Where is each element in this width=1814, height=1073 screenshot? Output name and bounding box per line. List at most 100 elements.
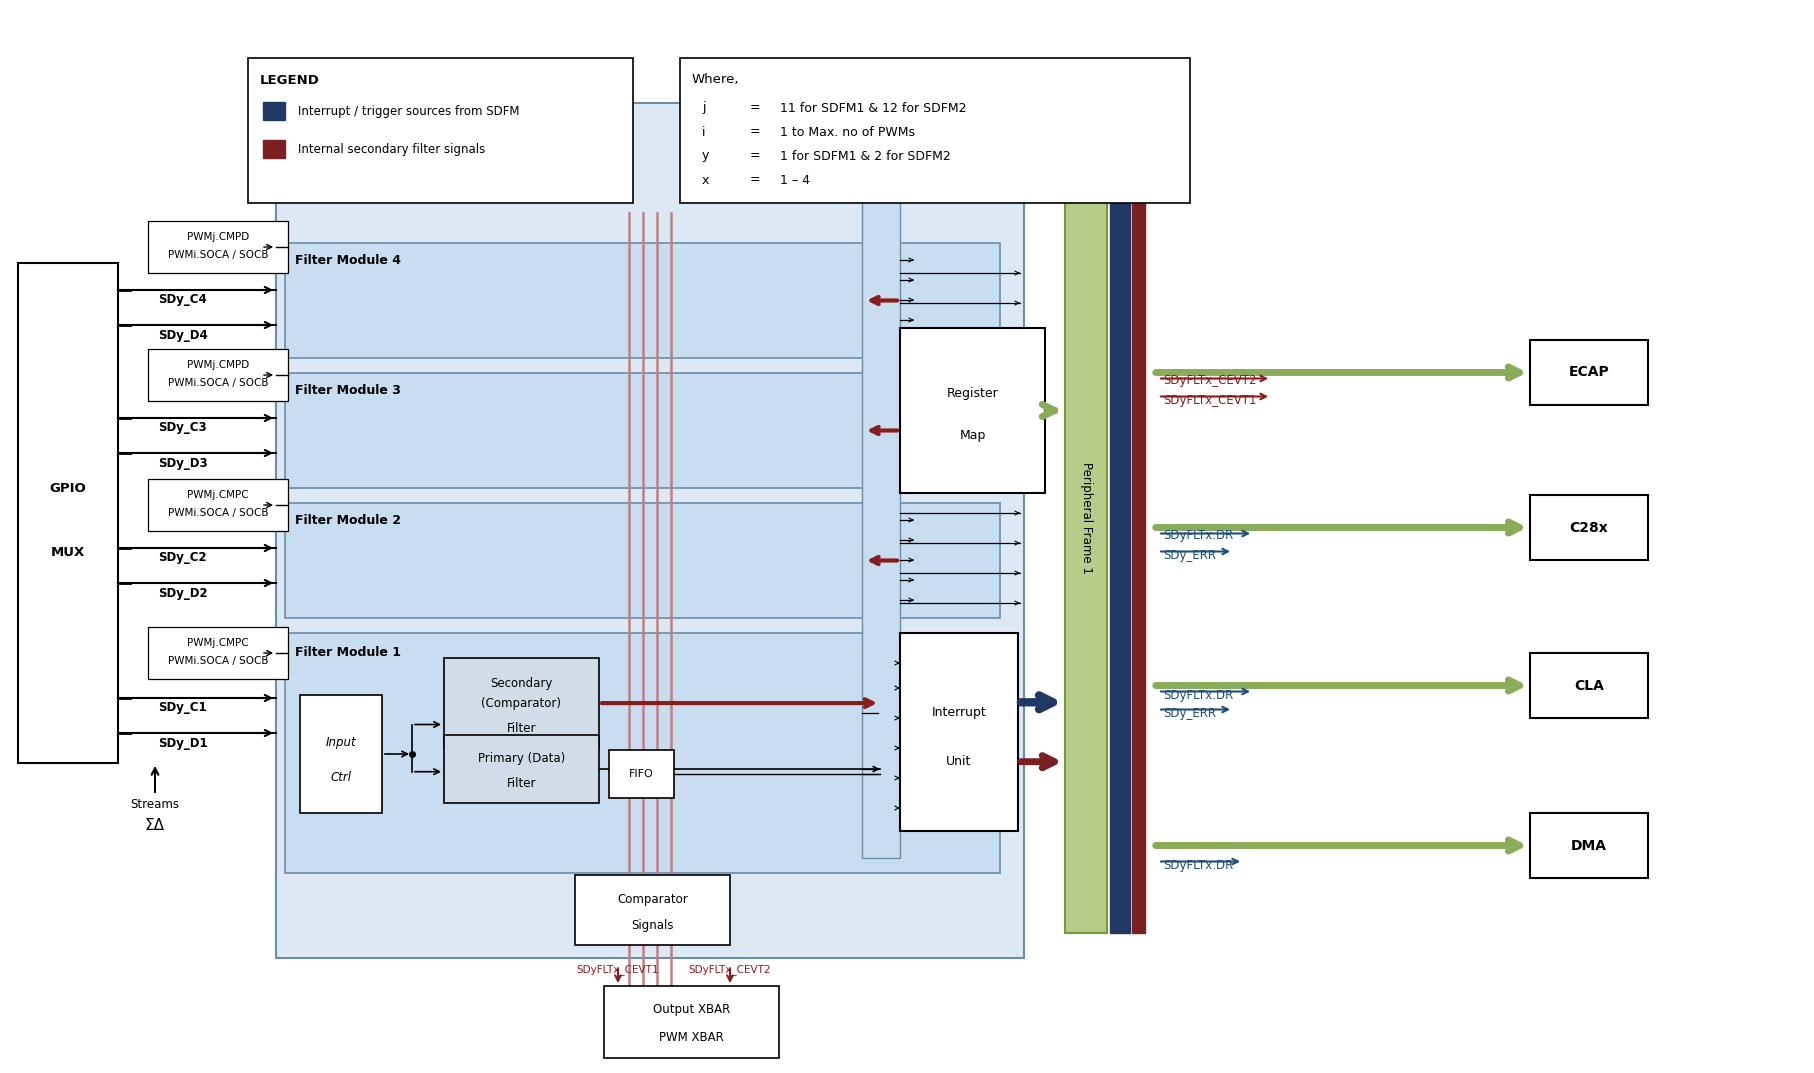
Text: Filter Module 2: Filter Module 2 — [296, 514, 401, 528]
Text: PWMj.CMPD: PWMj.CMPD — [187, 361, 249, 370]
Bar — [263, 102, 285, 120]
Text: Internal secondary filter signals: Internal secondary filter signals — [297, 143, 486, 156]
Text: Where,: Where, — [691, 73, 740, 87]
Bar — [285, 373, 1000, 488]
Text: SDy_C4: SDy_C4 — [158, 294, 207, 307]
Text: SDy_D4: SDy_D4 — [158, 328, 209, 341]
Text: SDyFLTx_CEVT1: SDyFLTx_CEVT1 — [577, 965, 658, 975]
Text: PWMj.CMPC: PWMj.CMPC — [187, 638, 249, 648]
Bar — [149, 479, 288, 531]
Text: Output XBAR: Output XBAR — [653, 1002, 729, 1015]
Text: PWMi.SOCA / SOCB: PWMi.SOCA / SOCB — [167, 656, 268, 666]
Text: PWMj.CMPC: PWMj.CMPC — [187, 490, 249, 500]
Text: PWMi.SOCA / SOCB: PWMi.SOCA / SOCB — [167, 378, 268, 388]
Text: CLA: CLA — [1575, 678, 1604, 692]
Bar — [862, 118, 900, 858]
Text: j: j — [702, 102, 706, 115]
Text: x: x — [702, 174, 709, 187]
Text: ECAP: ECAP — [1569, 366, 1609, 380]
Text: Comparator: Comparator — [617, 893, 688, 906]
Text: PWMi.SOCA / SOCB: PWMi.SOCA / SOCB — [167, 508, 268, 518]
Text: SDyFLTx_CEVT2: SDyFLTx_CEVT2 — [1163, 374, 1257, 387]
Bar — [1529, 653, 1647, 718]
Bar — [680, 58, 1190, 203]
Text: GPIO: GPIO — [49, 482, 87, 495]
Text: Filter Module 1: Filter Module 1 — [296, 647, 401, 660]
Text: 1 – 4: 1 – 4 — [780, 174, 811, 187]
Text: =: = — [749, 102, 760, 115]
Bar — [276, 103, 1023, 958]
Text: LEGEND: LEGEND — [259, 73, 319, 87]
Bar — [149, 221, 288, 273]
Bar — [18, 263, 118, 763]
Text: SDyFLTx.DR: SDyFLTx.DR — [1163, 529, 1234, 542]
Bar — [900, 328, 1045, 493]
Text: 11 for SDFM1 & 12 for SDFM2: 11 for SDFM1 & 12 for SDFM2 — [780, 102, 967, 115]
Bar — [1529, 813, 1647, 878]
Text: SDyFLTx_CEVT1: SDyFLTx_CEVT1 — [1163, 394, 1257, 407]
Text: MUX: MUX — [51, 546, 85, 559]
Text: Register: Register — [947, 387, 998, 400]
Text: SDy_D2: SDy_D2 — [158, 587, 207, 600]
Text: Signals: Signals — [631, 918, 673, 931]
Text: SDy_D1: SDy_D1 — [158, 736, 207, 750]
Text: (Comparator): (Comparator) — [481, 696, 562, 709]
Text: SDyFLTx.DR: SDyFLTx.DR — [1163, 689, 1234, 702]
Text: Map: Map — [960, 429, 985, 442]
Bar — [263, 139, 285, 158]
Text: Peripheral Frame 1: Peripheral Frame 1 — [1079, 462, 1092, 574]
Bar — [610, 750, 675, 798]
Text: SDy_C2: SDy_C2 — [158, 552, 207, 564]
Text: Secondary: Secondary — [490, 677, 553, 690]
Text: Filter: Filter — [506, 778, 537, 791]
Text: SDy_ERR: SDy_ERR — [1163, 707, 1215, 720]
Text: C28x: C28x — [1569, 520, 1609, 534]
Bar — [444, 735, 599, 803]
Bar — [285, 633, 1000, 873]
Bar — [1132, 103, 1145, 934]
Text: i: i — [702, 126, 706, 138]
Text: SDyFLTx_CEVT2: SDyFLTx_CEVT2 — [689, 965, 771, 975]
Text: 1 to Max. no of PWMs: 1 to Max. no of PWMs — [780, 126, 914, 138]
Bar — [900, 633, 1018, 831]
Bar — [285, 503, 1000, 618]
Text: Interrupt: Interrupt — [932, 706, 987, 719]
Text: =: = — [749, 149, 760, 162]
Text: PWM XBAR: PWM XBAR — [658, 1031, 724, 1044]
Text: SDFM- Sigma Delta Filter Module: SDFM- Sigma Delta Filter Module — [287, 118, 535, 132]
Bar — [1529, 340, 1647, 405]
Bar — [1529, 495, 1647, 560]
Text: Interrupt / trigger sources from SDFM: Interrupt / trigger sources from SDFM — [297, 104, 519, 118]
Text: =: = — [749, 126, 760, 138]
Text: Primary (Data): Primary (Data) — [477, 752, 566, 765]
Text: Input: Input — [327, 736, 356, 749]
Bar — [149, 627, 288, 679]
Bar — [444, 658, 599, 748]
Text: Filter: Filter — [506, 722, 537, 735]
Bar — [1110, 103, 1130, 934]
Text: Filter Module 3: Filter Module 3 — [296, 384, 401, 397]
Bar — [249, 58, 633, 203]
Text: Streams: Streams — [131, 798, 180, 811]
Text: Filter Module 4: Filter Module 4 — [296, 254, 401, 267]
Text: Ctrl: Ctrl — [330, 771, 352, 784]
Text: SDy_D3: SDy_D3 — [158, 456, 207, 470]
Text: y: y — [702, 149, 709, 162]
Bar — [1065, 103, 1107, 934]
Text: =: = — [749, 174, 760, 187]
Text: ΣΔ: ΣΔ — [145, 818, 165, 833]
Text: FIFO: FIFO — [629, 769, 653, 779]
Bar — [575, 874, 729, 945]
Text: SDy_C1: SDy_C1 — [158, 702, 207, 715]
Bar — [604, 986, 778, 1058]
Text: SDy_C3: SDy_C3 — [158, 422, 207, 435]
Bar — [285, 242, 1000, 358]
Text: PWMi.SOCA / SOCB: PWMi.SOCA / SOCB — [167, 250, 268, 260]
Text: Unit: Unit — [947, 755, 972, 768]
Bar — [299, 695, 383, 813]
Bar — [149, 349, 288, 401]
Text: SDyFLTx.DR: SDyFLTx.DR — [1163, 859, 1234, 872]
Text: 1 for SDFM1 & 2 for SDFM2: 1 for SDFM1 & 2 for SDFM2 — [780, 149, 951, 162]
Text: DMA: DMA — [1571, 838, 1607, 853]
Text: PWMj.CMPD: PWMj.CMPD — [187, 232, 249, 242]
